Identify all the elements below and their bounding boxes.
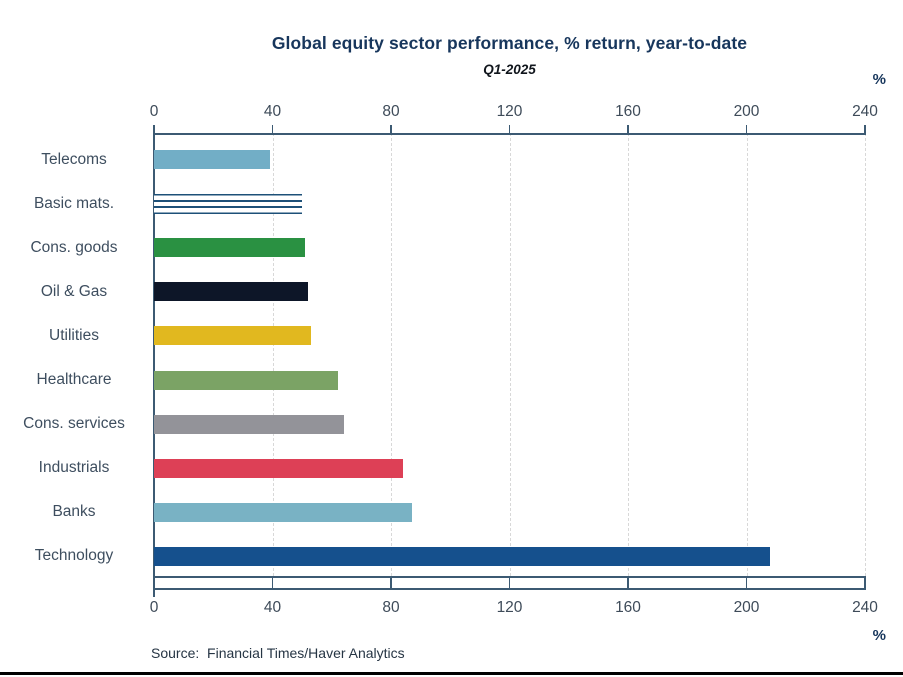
gridline-120 [509, 133, 511, 576]
category-label-banks: Banks [52, 503, 96, 521]
x-axis-bottom-tick-160 [627, 576, 629, 588]
bar-utilities [154, 326, 311, 346]
bar-banks [154, 502, 412, 522]
x-axis-top-line [154, 133, 866, 135]
x-axis-top-label-40: 40 [263, 103, 282, 120]
category-label-utilities: Utilities [49, 326, 99, 344]
x-axis-bottom-tick-240 [864, 576, 866, 588]
x-axis-top-tick-160 [627, 125, 629, 133]
bar-basic-mats [154, 194, 303, 215]
category-label-basic-mats: Basic mats. [33, 194, 115, 212]
gridline-40 [272, 133, 274, 576]
bar-cons-goods [154, 238, 306, 258]
x-axis-bottom-tick-40 [271, 576, 274, 588]
x-axis-top-label-120: 120 [496, 103, 523, 120]
unit-label-bottom: % [872, 627, 886, 644]
category-label-healthcare: Healthcare [36, 371, 112, 388]
x-axis-bottom-label-240: 240 [852, 599, 878, 616]
unit-label-top: % [872, 71, 886, 88]
x-axis-bottom-line [154, 588, 866, 590]
source-note: Source: Financial Times/Haver Analytics [151, 645, 405, 661]
gridline-200 [746, 133, 748, 576]
x-axis-bottom-tick-0 [153, 576, 155, 588]
chart-subtitle: Q1-2025 [483, 62, 536, 77]
x-axis-bottom-label-80: 80 [382, 599, 400, 616]
x-axis-bottom-label-160: 160 [615, 599, 641, 616]
x-axis-top-tick-40 [271, 125, 274, 133]
x-axis-bottom-label-0: 0 [149, 599, 159, 616]
x-axis-bottom-tick-120 [508, 576, 511, 588]
category-label-telecoms: Telecoms [41, 150, 107, 168]
chart-title: Global equity sector performance, % retu… [271, 33, 748, 53]
bottom-rule [0, 672, 903, 675]
gridline-160 [628, 133, 629, 576]
bar-cons-services [154, 414, 344, 434]
x-axis-bottom-tick-80 [390, 576, 392, 588]
x-axis-top-tick-200 [745, 125, 748, 133]
bar-industrials [154, 458, 403, 478]
y-axis-line [153, 125, 155, 597]
bar-technology [154, 546, 771, 566]
bar-oil-gas [154, 282, 309, 302]
x-axis-top-label-160: 160 [615, 103, 641, 120]
x-axis-top-tick-0 [153, 125, 155, 133]
x-axis-top-tick-120 [508, 125, 511, 133]
x-axis-bottom-tick-200 [745, 576, 748, 588]
x-axis-bottom-label-200: 200 [733, 599, 760, 616]
x-axis-top-label-240: 240 [852, 103, 878, 120]
category-label-cons-goods: Cons. goods [30, 238, 118, 256]
bar-telecoms [154, 150, 270, 169]
x-axis-top-tick-80 [390, 125, 392, 133]
bar-healthcare [154, 370, 338, 390]
x-axis-bottom-label-120: 120 [496, 599, 523, 616]
gridline-80 [391, 133, 392, 576]
category-label-industrials: Industrials [38, 459, 110, 477]
category-label-oil-gas: Oil & Gas [40, 282, 108, 300]
x-axis-bottom-label-40: 40 [263, 599, 282, 616]
x-axis-top-label-0: 0 [149, 103, 159, 120]
category-label-technology: Technology [34, 547, 114, 565]
x-axis-top-label-80: 80 [382, 103, 400, 120]
gridline-240 [865, 133, 866, 576]
category-label-cons-services: Cons. services [23, 415, 125, 433]
x-axis-top-tick-240 [864, 125, 866, 133]
x-axis-top-label-200: 200 [733, 103, 760, 120]
